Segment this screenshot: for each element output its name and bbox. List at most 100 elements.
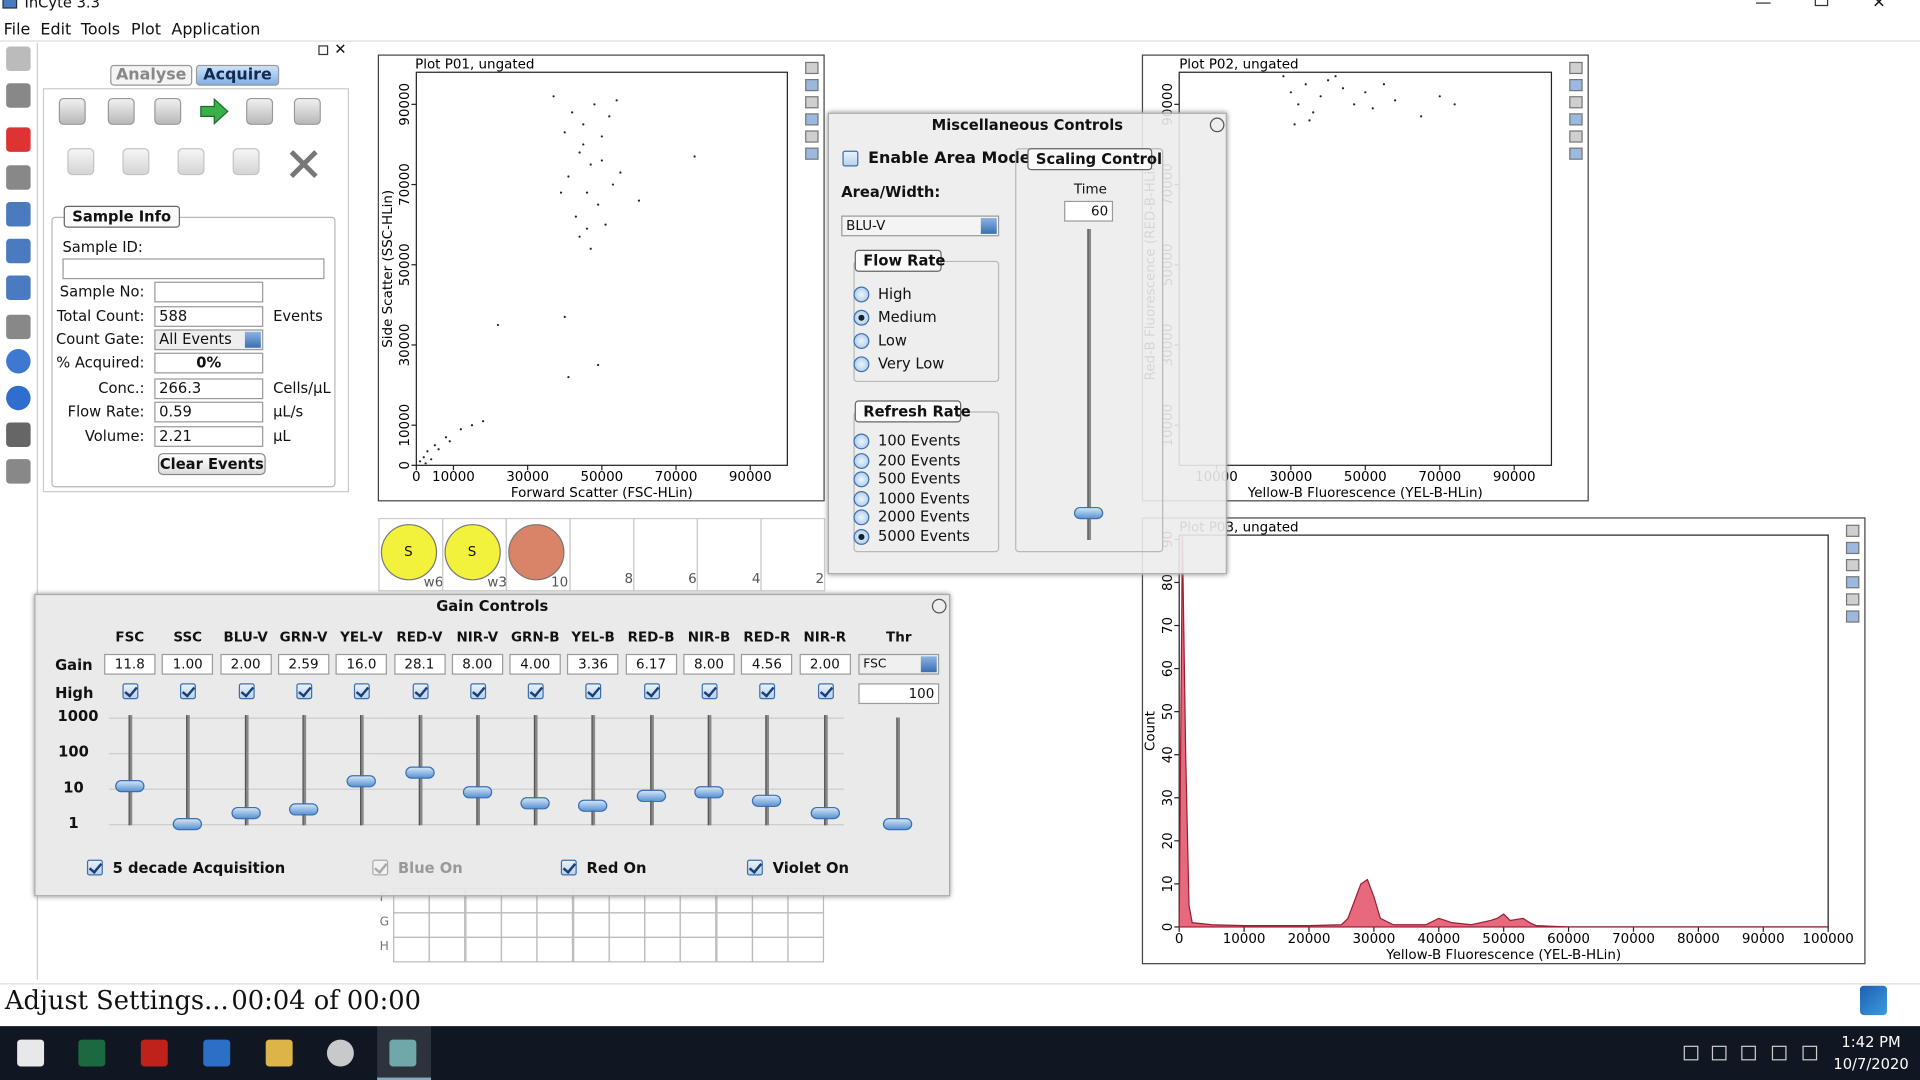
tray-icon[interactable] <box>1741 1045 1756 1061</box>
gain-slider[interactable] <box>810 807 840 820</box>
gain-slider[interactable] <box>462 785 493 799</box>
field-input[interactable]: 588 <box>154 306 264 327</box>
action-button[interactable] <box>246 97 274 125</box>
gain-input[interactable]: 4.56 <box>741 653 793 675</box>
radio-button[interactable] <box>853 333 870 349</box>
clear-events-button[interactable]: Clear Events <box>157 453 266 476</box>
action-button[interactable] <box>177 148 205 176</box>
sample-id-input[interactable] <box>62 258 325 280</box>
toolbar-icon[interactable] <box>6 83 31 108</box>
dropdown-arrow[interactable] <box>920 656 937 673</box>
plate-cell[interactable] <box>428 936 466 963</box>
tab[interactable]: Acquire <box>195 64 280 86</box>
gain-slider[interactable] <box>404 766 435 779</box>
plate-cell[interactable] <box>787 936 825 963</box>
field-input[interactable]: 2.21 <box>154 426 264 447</box>
gain-input[interactable]: 1.00 <box>161 653 214 675</box>
toolbar-icon[interactable] <box>6 165 31 190</box>
threshold-slider[interactable] <box>882 817 913 831</box>
area-width-select[interactable]: BLU-V <box>841 215 1000 237</box>
gain-input[interactable]: 3.36 <box>567 653 619 675</box>
taskbar-icon[interactable] <box>326 1039 354 1067</box>
radio-button[interactable] <box>853 356 870 373</box>
gain-slider[interactable] <box>520 796 550 809</box>
high-checkbox[interactable] <box>527 683 544 700</box>
taskbar-icon[interactable] <box>140 1039 168 1067</box>
action-button[interactable] <box>107 97 135 125</box>
plate-cell[interactable] <box>428 912 466 938</box>
option-checkbox[interactable] <box>86 859 103 876</box>
plot-tool[interactable] <box>805 78 819 92</box>
active-app-highlight[interactable] <box>377 1026 432 1080</box>
high-checkbox[interactable] <box>759 683 776 700</box>
time-slider[interactable] <box>1073 506 1104 520</box>
plate-cell[interactable] <box>572 912 610 938</box>
action-button[interactable] <box>232 148 260 176</box>
menu-item[interactable]: Tools <box>80 20 121 40</box>
plate-cell[interactable] <box>393 912 430 938</box>
action-button[interactable] <box>154 97 182 125</box>
option-checkbox[interactable] <box>746 859 763 876</box>
clock-time[interactable]: 1:42 PM <box>1841 1033 1901 1051</box>
tab[interactable]: Analyse <box>110 64 193 86</box>
close-button[interactable] <box>931 598 947 614</box>
radio-button[interactable] <box>853 453 870 469</box>
radio-button[interactable] <box>853 309 870 326</box>
plate-cell[interactable] <box>608 912 646 938</box>
toolbar-icon[interactable] <box>6 202 31 227</box>
plot-tool[interactable] <box>1845 524 1860 537</box>
high-checkbox[interactable] <box>296 683 313 700</box>
high-checkbox[interactable] <box>817 683 834 700</box>
plate-cell[interactable] <box>751 912 789 938</box>
toolbar-icon[interactable] <box>6 314 31 340</box>
high-checkbox[interactable] <box>354 683 371 700</box>
radio-button[interactable] <box>853 471 870 488</box>
well-circle[interactable] <box>508 524 565 581</box>
plate-cell[interactable] <box>608 936 646 963</box>
plate-cell[interactable] <box>464 912 502 938</box>
plate-cell[interactable] <box>751 936 789 963</box>
plot-tool[interactable] <box>1845 541 1860 555</box>
plate-cell[interactable] <box>680 936 717 963</box>
gain-input[interactable]: 2.59 <box>277 653 330 675</box>
option-checkbox[interactable] <box>372 859 389 876</box>
taskbar-icon[interactable] <box>389 1039 417 1067</box>
taskbar-icon[interactable] <box>203 1039 231 1067</box>
action-button[interactable] <box>67 148 95 176</box>
plate-cell[interactable] <box>715 912 753 938</box>
plot-tool[interactable] <box>1569 130 1583 143</box>
high-checkbox[interactable] <box>238 683 255 700</box>
time-input[interactable]: 60 <box>1064 200 1114 222</box>
menu-item[interactable]: Plot <box>131 20 162 40</box>
high-checkbox[interactable] <box>122 683 139 700</box>
minimize-button[interactable] <box>1755 2 1771 4</box>
gain-input[interactable]: 2.00 <box>799 653 851 675</box>
tray-icon[interactable] <box>1771 1045 1787 1061</box>
field-input[interactable]: 0.59 <box>154 401 264 423</box>
plot-tool[interactable] <box>1845 593 1860 606</box>
radio-button[interactable] <box>853 528 870 545</box>
gain-slider[interactable] <box>578 799 608 812</box>
panel-pin[interactable] <box>318 45 329 56</box>
area-mode-checkbox[interactable] <box>842 150 859 167</box>
plot-tool[interactable] <box>1845 610 1860 623</box>
field-input[interactable]: 266.3 <box>154 378 264 400</box>
menu-item[interactable]: Application <box>171 20 261 40</box>
dropdown-arrow[interactable] <box>244 331 261 348</box>
tray-icon[interactable] <box>1683 1045 1699 1061</box>
plot-tool[interactable] <box>1569 113 1583 126</box>
well-circle[interactable] <box>380 524 438 581</box>
field-input[interactable] <box>154 281 264 303</box>
maximize-button[interactable] <box>1814 0 1829 7</box>
plot-tool[interactable] <box>805 96 819 109</box>
plot-tool[interactable] <box>805 113 819 126</box>
threshold-select[interactable]: FSC <box>858 653 940 675</box>
action-button[interactable] <box>122 148 150 176</box>
plate-cell[interactable] <box>500 936 538 963</box>
gain-input[interactable]: 16.0 <box>335 653 388 675</box>
taskbar-icon[interactable] <box>265 1039 293 1067</box>
gain-slider[interactable] <box>173 817 203 831</box>
gain-slider[interactable] <box>694 785 724 799</box>
threshold-input[interactable]: 100 <box>858 683 940 705</box>
clock-date[interactable]: 10/7/2020 <box>1833 1055 1909 1073</box>
